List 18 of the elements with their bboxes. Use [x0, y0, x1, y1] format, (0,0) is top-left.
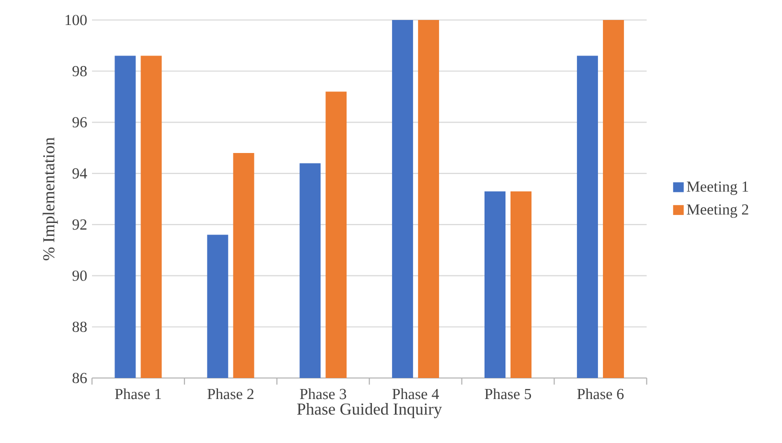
y-tick-label: 92	[72, 219, 86, 230]
x-tick-label: Phase 6	[577, 388, 624, 400]
y-tick-label: 90	[72, 270, 87, 281]
y-tick-label: 86	[72, 372, 87, 384]
x-tick-label: Phase 1	[115, 388, 161, 400]
x-axis-title: Phase Guided Inquiry	[297, 403, 442, 418]
y-tick-label: 100	[66, 14, 87, 26]
x-tick-label: Phase 2	[207, 388, 254, 400]
y-axis-title: % Implementation	[42, 137, 58, 260]
x-tick-label: Phase 3	[300, 388, 346, 400]
y-tick-label: 96	[72, 117, 87, 128]
y-tick-label: 88	[72, 322, 87, 332]
y-tick-label: 98	[72, 66, 87, 76]
legend-label: Meeting 1	[686, 182, 748, 195]
y-tick-label: 94	[72, 168, 88, 179]
x-tick-label: Phase 4	[392, 388, 439, 400]
legend-label: Meeting 2	[686, 204, 748, 218]
x-tick-label: Phase 5	[484, 388, 532, 400]
